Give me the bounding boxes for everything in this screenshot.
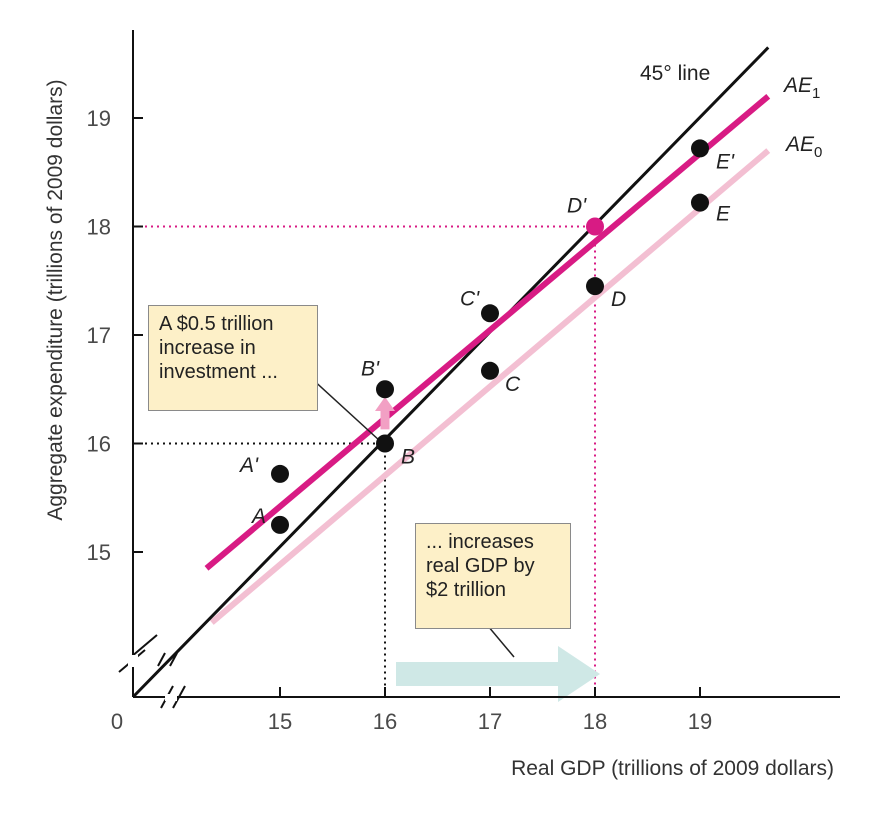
- series-line-0: [131, 46, 770, 699]
- data-points: [271, 139, 709, 534]
- point-label-E-prime: E': [716, 150, 735, 173]
- line-label-ae0: AE0: [784, 133, 822, 161]
- line-label-45-degree: 45° line: [640, 62, 710, 85]
- point-label-A-prime: A': [238, 454, 259, 477]
- point-label-B: B: [401, 446, 415, 469]
- line-label-ae1: AE1: [782, 74, 820, 102]
- y-tick-label-19: 19: [87, 106, 111, 131]
- line-break-1: [157, 652, 166, 667]
- investment-annotation-box: A $0.5 trillion increase in investment .…: [148, 305, 318, 411]
- x-tick-label-15: 15: [268, 709, 292, 734]
- point-C-prime: [481, 304, 499, 323]
- point-A-prime: [271, 464, 289, 483]
- y-tick-label-17: 17: [87, 323, 111, 348]
- point-label-C-prime: C': [460, 287, 480, 310]
- point-E-prime: [691, 139, 709, 158]
- x-tick-label-18: 18: [583, 709, 607, 734]
- point-A: [271, 515, 289, 534]
- series-lines: [131, 46, 771, 699]
- series-line-1: [209, 148, 771, 625]
- guide-lines: [133, 225, 596, 697]
- investment-arrow-head: [375, 396, 395, 411]
- y-axis-title: Aggregate expenditure (trillions of 2009…: [44, 79, 67, 520]
- gdp-annotation-box: ... increases real GDP by $2 trillion: [415, 523, 571, 629]
- point-label-E: E: [716, 203, 731, 226]
- y-axis-break-gap: [128, 655, 138, 667]
- y-tick-label-15: 15: [87, 540, 111, 565]
- y-axis-break-2: [130, 634, 158, 658]
- point-E: [691, 193, 709, 212]
- point-C: [481, 361, 499, 380]
- x-tick-label-17: 17: [478, 709, 502, 734]
- point-D-prime: [586, 217, 604, 236]
- shift-arrows: [309, 376, 600, 702]
- point-label-C: C: [505, 373, 521, 396]
- point-D: [586, 277, 604, 296]
- y-tick-label-16: 16: [87, 432, 111, 457]
- gdp-arrow-head: [558, 646, 600, 702]
- gdp-callout-pointer: [487, 625, 515, 658]
- point-B-prime: [376, 380, 394, 399]
- y-tick-label-18: 18: [87, 215, 111, 240]
- point-label-A: A: [250, 505, 266, 528]
- line-break-2: [169, 652, 178, 667]
- x-axis-break-2: [172, 685, 186, 709]
- investment-callout-pointer: [309, 376, 381, 442]
- axes: 15 16 17 18 19 15 16 17 18 19 0 Real GDP (trillions…: [44, 30, 840, 780]
- series-line-2: [204, 94, 771, 571]
- x-tick-label-16: 16: [373, 709, 397, 734]
- origin-label: 0: [111, 709, 123, 734]
- point-label-D-prime: D': [567, 195, 587, 218]
- x-axis-break-gap: [165, 694, 177, 701]
- point-B: [376, 434, 394, 453]
- gdp-arrow-shaft: [396, 662, 560, 686]
- chart-labels: A B C D E A' B' C' D' E' 45° line AE1 AE0: [238, 62, 822, 528]
- point-label-B-prime: B': [361, 357, 380, 380]
- point-label-D: D: [611, 288, 626, 311]
- x-tick-label-19: 19: [688, 709, 712, 734]
- x-axis-title: Real GDP (trillions of 2009 dollars): [511, 757, 834, 780]
